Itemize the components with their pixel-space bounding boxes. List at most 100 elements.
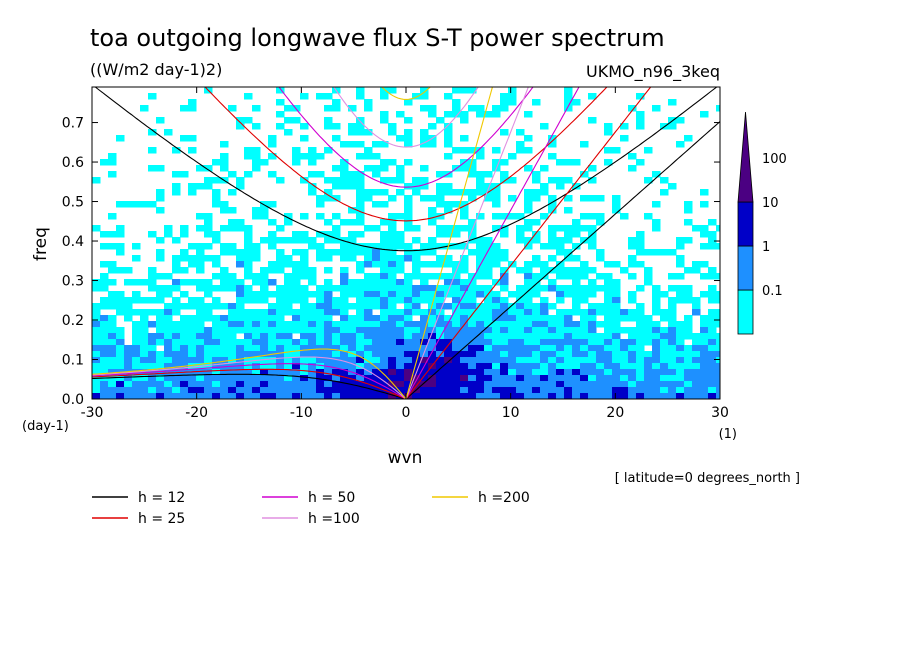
contour-cell xyxy=(188,393,197,399)
contour-cell xyxy=(348,219,357,226)
contour-cell xyxy=(684,267,693,274)
contour-cell xyxy=(324,351,333,358)
contour-cell xyxy=(196,225,205,232)
contour-cell xyxy=(564,333,573,340)
contour-cell xyxy=(468,339,477,346)
contour-cell xyxy=(628,345,637,352)
contour-cell xyxy=(260,321,269,328)
contour-cell xyxy=(356,339,365,346)
contour-cell xyxy=(636,327,645,334)
contour-cell xyxy=(292,291,301,298)
contour-cell xyxy=(116,357,125,364)
contour-cell xyxy=(444,255,453,262)
contour-cell xyxy=(588,375,597,382)
contour-cell xyxy=(252,153,261,160)
contour-cell xyxy=(532,99,541,106)
contour-cell xyxy=(604,357,613,364)
contour-cell xyxy=(444,303,453,310)
contour-cell xyxy=(428,297,437,304)
contour-cell xyxy=(244,237,253,244)
contour-cell xyxy=(564,249,573,256)
contour-cell xyxy=(316,381,325,388)
contour-cell xyxy=(100,345,109,352)
contour-cell xyxy=(452,189,461,196)
contour-cell xyxy=(420,339,429,346)
contour-cell xyxy=(596,303,605,310)
contour-cell xyxy=(652,303,661,310)
contour-cell xyxy=(468,285,477,292)
contour-cell xyxy=(340,243,349,250)
contour-cell xyxy=(628,357,637,364)
contour-cell xyxy=(260,375,269,382)
contour-cell xyxy=(132,381,141,388)
contour-cell xyxy=(348,387,357,394)
contour-cell xyxy=(548,327,557,334)
contour-cell xyxy=(668,369,677,376)
contour-cell xyxy=(636,321,645,328)
contour-cell xyxy=(364,363,373,370)
contour-cell xyxy=(668,387,677,394)
y-tick-label: 0.7 xyxy=(62,116,84,132)
contour-cell xyxy=(420,345,429,352)
contour-cell xyxy=(108,369,117,376)
contour-cell xyxy=(684,321,693,328)
contour-cell xyxy=(332,321,341,328)
contour-cell xyxy=(484,309,493,316)
contour-cell xyxy=(124,351,133,358)
contour-cell xyxy=(340,249,349,256)
contour-cell xyxy=(308,309,317,316)
contour-cell xyxy=(196,183,205,190)
contour-cell xyxy=(572,225,581,232)
contour-cell xyxy=(100,159,109,166)
contour-cell xyxy=(484,303,493,310)
contour-cell xyxy=(444,189,453,196)
contour-cell xyxy=(548,357,557,364)
contour-cell xyxy=(196,375,205,382)
contour-cell xyxy=(284,363,293,370)
contour-cell xyxy=(324,375,333,382)
contour-cell xyxy=(212,303,221,310)
contour-cell xyxy=(556,369,565,376)
contour-cell xyxy=(588,165,597,172)
contour-cell xyxy=(516,225,525,232)
contour-cell xyxy=(284,369,293,376)
contour-cell xyxy=(716,225,720,232)
contour-cell xyxy=(372,225,381,232)
contour-cell xyxy=(228,219,237,226)
contour-cell xyxy=(204,213,213,220)
contour-cell xyxy=(148,387,157,394)
contour-cell xyxy=(540,387,549,394)
contour-cell xyxy=(228,381,237,388)
contour-cell xyxy=(268,141,277,148)
contour-cell xyxy=(652,363,661,370)
contour-cell xyxy=(412,285,421,292)
contour-cell xyxy=(404,291,413,298)
contour-cell xyxy=(356,87,365,94)
contour-cell xyxy=(380,267,389,274)
contour-cell xyxy=(236,381,245,388)
contour-cell xyxy=(508,339,517,346)
contour-cell xyxy=(436,381,445,388)
contour-cell xyxy=(364,279,373,286)
contour-cell xyxy=(628,363,637,370)
contour-cell xyxy=(204,285,213,292)
contour-cell xyxy=(700,291,709,298)
contour-cell xyxy=(428,105,437,112)
contour-cell xyxy=(460,369,469,376)
contour-cell xyxy=(460,315,469,322)
contour-cell xyxy=(356,219,365,226)
contour-cell xyxy=(172,345,181,352)
contour-cell xyxy=(108,279,117,286)
contour-cell xyxy=(668,321,677,328)
contour-cell xyxy=(540,363,549,370)
contour-cell xyxy=(636,231,645,238)
contour-cell xyxy=(452,303,461,310)
contour-cell xyxy=(556,357,565,364)
contour-cell xyxy=(196,351,205,358)
contour-cell xyxy=(556,177,565,184)
contour-cell xyxy=(300,297,309,304)
contour-cell xyxy=(188,99,197,106)
contour-cell xyxy=(572,231,581,238)
contour-cell xyxy=(508,291,517,298)
contour-cell xyxy=(188,363,197,370)
